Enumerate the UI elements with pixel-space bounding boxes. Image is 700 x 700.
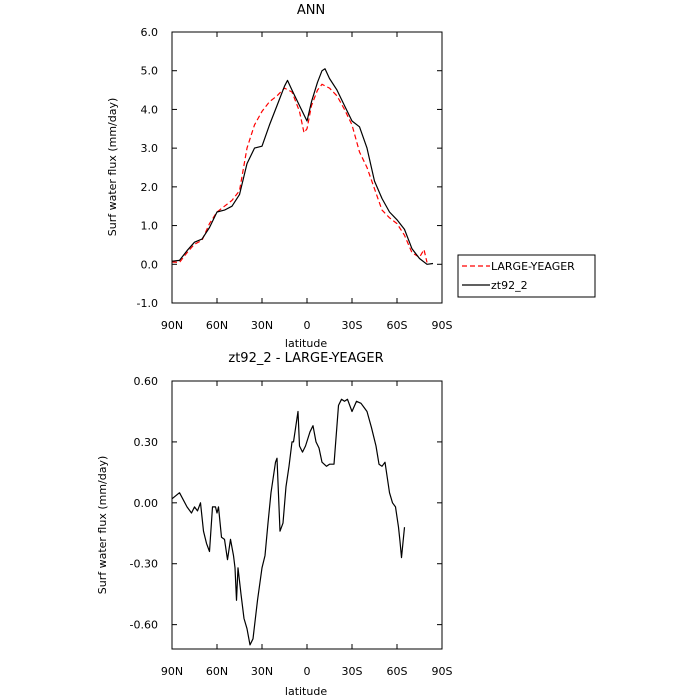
top-y-tick-label: 2.0: [141, 181, 159, 194]
top-x-tick-label: 90N: [161, 319, 183, 332]
legend-box: [457, 254, 596, 298]
top-x-tick-label: 60S: [387, 319, 408, 332]
bottom-chart-panel: zt92_2 - LARGE-YEAGER Surf water flux (m…: [96, 351, 453, 698]
top-x-tick-label: 90S: [432, 319, 453, 332]
bottom-chart-series: [171, 398, 406, 646]
top-chart-legend: LARGE-YEAGER zt92_2: [457, 254, 596, 298]
top-chart-frame: [171, 31, 443, 304]
top-chart-ticks: 90N 60N 30N 0 30S 60S 90S 6.0 5.0 4.0 3.0 2.0 1.0 0.0…: [137, 26, 453, 332]
top-series-line-zt92-2: [171, 68, 434, 265]
top-y-tick-label: 4.0: [141, 103, 159, 116]
top-y-tick-label: 5.0: [141, 65, 159, 78]
bottom-x-tick-label: 60N: [206, 665, 228, 678]
top-chart-ylabel: Surf water flux (mm/day): [106, 98, 119, 237]
bottom-chart-ylabel: Surf water flux (mm/day): [96, 456, 109, 595]
bottom-x-tick-label: 90S: [432, 665, 453, 678]
top-y-tick-label: 6.0: [141, 26, 159, 39]
bottom-y-tick-label: -0.30: [130, 558, 158, 571]
bottom-chart-title: zt92_2 - LARGE-YEAGER: [228, 351, 383, 366]
top-x-tick-label: 60N: [206, 319, 228, 332]
top-chart-xlabel: latitude: [285, 337, 327, 350]
bottom-series-line-1: [171, 398, 406, 646]
top-x-tick-label: 0: [304, 319, 311, 332]
bottom-x-tick-label: 30S: [342, 665, 363, 678]
bottom-y-tick-label: 0.60: [134, 375, 159, 388]
top-chart-series: [171, 68, 434, 265]
top-x-tick-label: 30N: [251, 319, 273, 332]
top-chart-title: ANN: [297, 3, 325, 18]
bottom-y-tick-label: 0.00: [134, 497, 159, 510]
top-chart-panel: ANN Surf water flux (mm/day) latitude 90…: [106, 3, 453, 350]
bottom-x-tick-label: 30N: [251, 665, 273, 678]
bottom-y-tick-label: -0.60: [130, 619, 158, 632]
bottom-x-tick-label: 60S: [387, 665, 408, 678]
bottom-y-tick-label: 0.30: [134, 436, 159, 449]
top-y-tick-label: 1.0: [141, 220, 159, 233]
top-y-tick-label: 3.0: [141, 142, 159, 155]
top-series-line-large-yeager: [171, 83, 428, 263]
legend-label-large-yeager: LARGE-YEAGER: [491, 260, 575, 273]
top-y-tick-label: 0.0: [141, 258, 159, 271]
bottom-x-tick-label: 0: [304, 665, 311, 678]
bottom-x-tick-label: 90N: [161, 665, 183, 678]
bottom-chart-frame: [171, 380, 443, 650]
top-y-tick-label: -1.0: [137, 297, 158, 310]
top-x-tick-label: 30S: [342, 319, 363, 332]
legend-label-zt92-2: zt92_2: [491, 279, 528, 292]
bottom-chart-ticks: 90N 60N 30N 0 30S 60S 90S 0.60 0.30 0.00 -0.30 -0.6…: [130, 375, 453, 678]
bottom-chart-xlabel: latitude: [285, 685, 327, 698]
